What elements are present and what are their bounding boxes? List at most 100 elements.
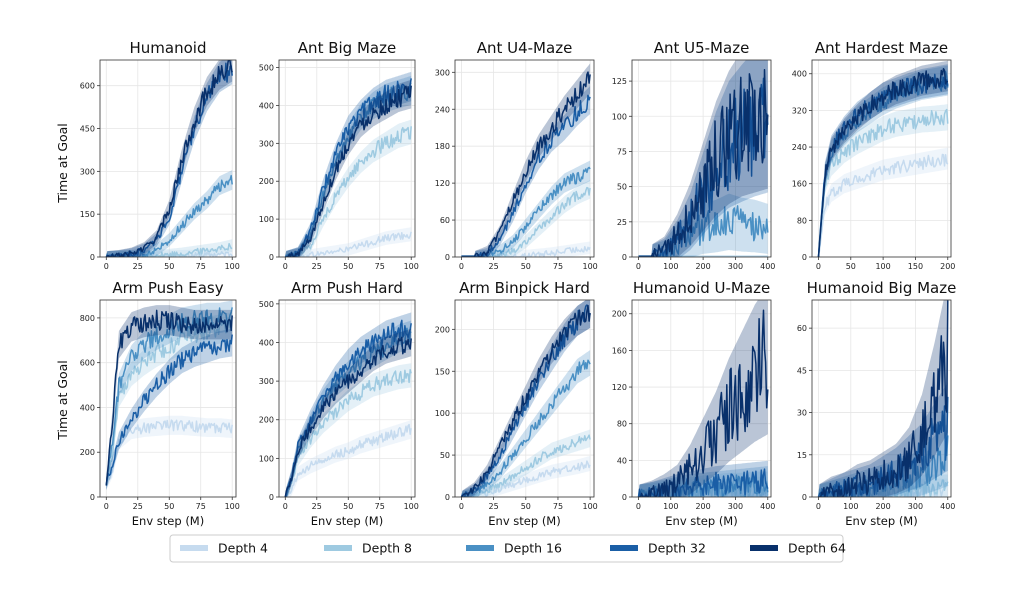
plot-area [460,300,591,497]
x-tick-label: 200 [940,262,955,271]
band-depth-4 [818,147,948,257]
panel-arm-push-easy: 0 25 50 75 100 0 200 400 600 800 Arm Push Easy Env … [80,279,240,528]
x-tick-label: 0 [636,502,641,511]
legend-items: Depth 4 Depth 8 Depth 16 Depth 32 Depth 64 [180,541,846,556]
axes-frame [99,299,237,498]
panel-humanoid: 0 25 50 75 100 0 150 300 450 600 Humanoid [80,39,240,271]
x-tick-label: 100 [875,262,890,271]
series-line-depth-4 [285,231,412,257]
x-tick-label: 100 [663,502,678,511]
series-line-depth-64 [105,309,233,486]
y-tick-label: 100 [259,454,274,463]
y-tick-label: 0 [445,253,450,262]
y-tick-label: 100 [435,409,450,418]
panel-ant-u4-maze: 0 25 50 75 100 0 60 120 180 240 300 Ant U4-Maze [435,39,598,271]
band-depth-64 [638,300,768,497]
plot-area [105,60,233,257]
series-line-depth-8 [817,108,949,257]
series-line-depth-64 [461,71,591,257]
band-depth-16 [106,170,233,257]
y-tick-label: 600 [80,359,95,368]
x-tick-label: 200 [695,262,710,271]
y-tick-label: 150 [80,210,95,219]
x-tick-label: 75 [375,262,385,271]
series-line-depth-4 [284,423,412,497]
x-tick-label: 100 [582,502,597,511]
panel-title: Humanoid Big Maze [807,279,957,297]
y-tick-label: 300 [259,139,274,148]
legend-label: Depth 8 [362,541,412,556]
y-tick-label: 200 [612,310,627,319]
x-tick-label: 50 [521,502,531,511]
panel-ant-big-maze: 0 25 50 75 100 0 100 200 300 400 500 Ant Big Maze [259,39,419,271]
panel-ant-u5-maze: 0 100 200 300 400 0 25 50 75 100 125 Ant U5-Maze [612,39,776,271]
x-axis-label: Env step (M) [488,514,560,528]
y-tick-label: 100 [612,112,627,121]
band-depth-8 [285,119,412,257]
x-tick-label: 200 [695,502,710,511]
y-tick-label: 40 [617,456,627,465]
axes-frame [99,59,237,258]
panel-title: Ant Hardest Maze [815,39,948,57]
y-tick-label: 0 [90,493,95,502]
x-tick-label: 50 [164,502,174,511]
series-line-depth-64 [460,304,591,497]
axes-frame [631,299,772,498]
x-tick-label: 200 [875,502,890,511]
y-tick-label: 120 [612,383,627,392]
x-tick-label: 100 [404,502,419,511]
x-tick-label: 75 [375,502,385,511]
panel-arm-push-hard: 0 25 50 75 100 0 100 200 300 400 500 Arm Push Hard E… [259,279,419,528]
ylabel-bottom: Time at Goal [55,360,70,441]
x-tick-label: 50 [343,262,353,271]
series-line-depth-4 [817,153,949,257]
x-tick-label: 75 [553,262,563,271]
legend-frame [169,534,844,563]
y-tick-label: 0 [269,493,274,502]
x-tick-label: 75 [196,502,206,511]
y-tick-label: 400 [792,70,807,79]
series-line-depth-8 [461,434,591,497]
x-tick-label: 25 [312,262,322,271]
y-tick-label: 500 [259,64,274,73]
legend-item-depth-16: Depth 16 [466,541,562,556]
series-line-depth-32 [638,77,769,257]
band-depth-16 [461,160,591,257]
legend-label: Depth 4 [218,541,268,556]
y-tick-label: 60 [797,324,807,333]
x-tick-label: 25 [133,502,143,511]
axes-frame [278,299,416,498]
plot-area [105,300,233,491]
panel-title: Humanoid [130,39,207,57]
y-tick-label: 300 [80,167,95,176]
plot-area [637,300,769,497]
x-tick-label: 0 [104,502,109,511]
series-line-depth-32 [461,94,591,257]
y-tick-label: 400 [259,338,274,347]
x-tick-label: 50 [343,502,353,511]
y-tick-label: 300 [259,377,274,386]
series-line-depth-16 [105,307,233,486]
x-tick-label: 150 [908,262,923,271]
series-line-depth-64 [817,67,949,257]
panel-ant-hardest-maze: 0 50 100 150 200 0 80 160 240 320 400 Ant Hardest M… [792,39,956,271]
plot-area [461,63,591,257]
y-tick-label: 320 [792,106,807,115]
x-tick-label: 100 [843,502,858,511]
legend-label: Depth 32 [648,541,706,556]
series-line-depth-8 [285,126,412,257]
y-tick-label: 240 [435,105,450,114]
x-tick-label: 100 [582,262,597,271]
x-tick-label: 100 [225,262,240,271]
x-axis-label: Env step (M) [845,514,917,528]
panel-title: Ant Big Maze [298,39,396,57]
x-tick-label: 25 [312,502,322,511]
x-tick-label: 400 [940,502,955,511]
plot-area [284,312,412,497]
x-tick-label: 300 [728,502,743,511]
series-line-depth-4 [105,419,233,486]
y-tick-label: 200 [259,416,274,425]
x-tick-label: 0 [104,262,109,271]
